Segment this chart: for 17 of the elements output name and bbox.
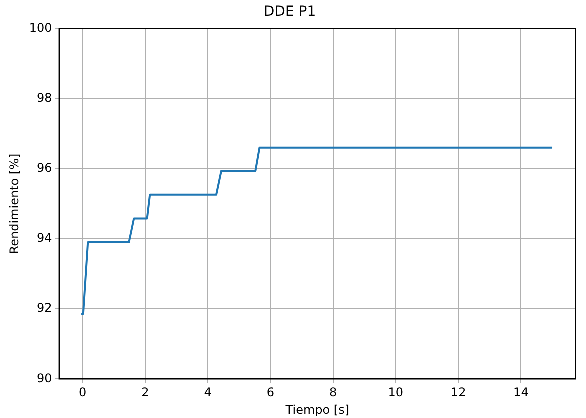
- x-tick-label: 0: [78, 386, 87, 400]
- y-tick-label: 92: [37, 301, 52, 316]
- y-tick-label: 98: [37, 91, 52, 106]
- y-axis-title: Rendimiento [%]: [7, 154, 22, 254]
- x-tick-label: 6: [266, 386, 274, 400]
- y-tick-label: 94: [37, 231, 52, 246]
- y-tick-label: 90: [37, 371, 52, 386]
- x-tick-label: 10: [388, 386, 404, 400]
- x-axis-title: Tiempo [s]: [284, 402, 350, 417]
- y-tick-label: 96: [37, 161, 52, 176]
- x-tick-label: 8: [329, 386, 338, 400]
- x-tick-label: 2: [142, 386, 150, 400]
- x-tick-label: 4: [204, 386, 212, 400]
- x-tick-label: 14: [514, 386, 529, 400]
- chart-title: DDE P1: [264, 4, 316, 20]
- y-tick-label: 100: [29, 20, 52, 35]
- x-tick-label: 12: [450, 386, 466, 400]
